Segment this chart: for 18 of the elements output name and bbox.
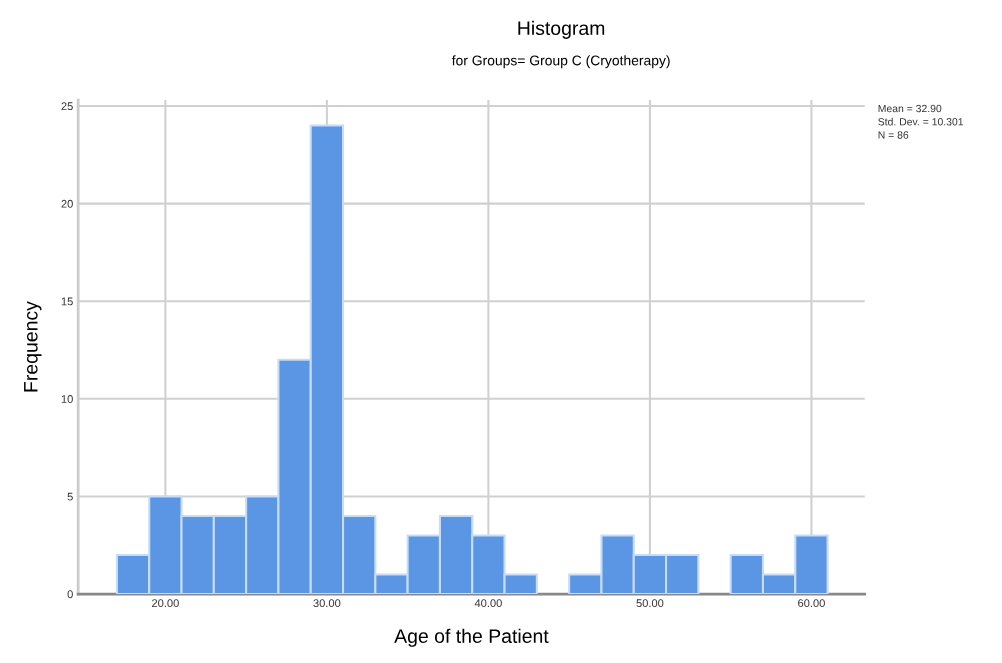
y-tick-label: 10	[61, 395, 73, 403]
y-tick-label: 15	[61, 297, 73, 306]
y-tick-label: 20	[61, 199, 73, 208]
y-tick-label: 0	[67, 590, 73, 599]
chart-title: Histogram	[518, 20, 605, 39]
chart-subtitle: for Groups= Group C (Cryotherapy)	[451, 55, 670, 69]
x-tick-label: 40.00	[474, 599, 502, 608]
x-axis-title: Age of the Patient	[394, 628, 549, 647]
y-tick-label: 25	[61, 102, 73, 111]
x-tick-label: 20.00	[152, 599, 179, 608]
y-axis-title: Frequency	[24, 301, 42, 392]
text: N = 86	[878, 131, 909, 139]
y-tick-label: 5	[67, 492, 73, 501]
x-tick-label: 60.00	[798, 599, 825, 608]
text: Mean = 32.90	[878, 104, 942, 113]
x-tick-label: 50.00	[636, 599, 664, 608]
x-tick-label: 30.00	[313, 599, 341, 608]
text: Std. Dev. = 10.301	[878, 117, 964, 126]
